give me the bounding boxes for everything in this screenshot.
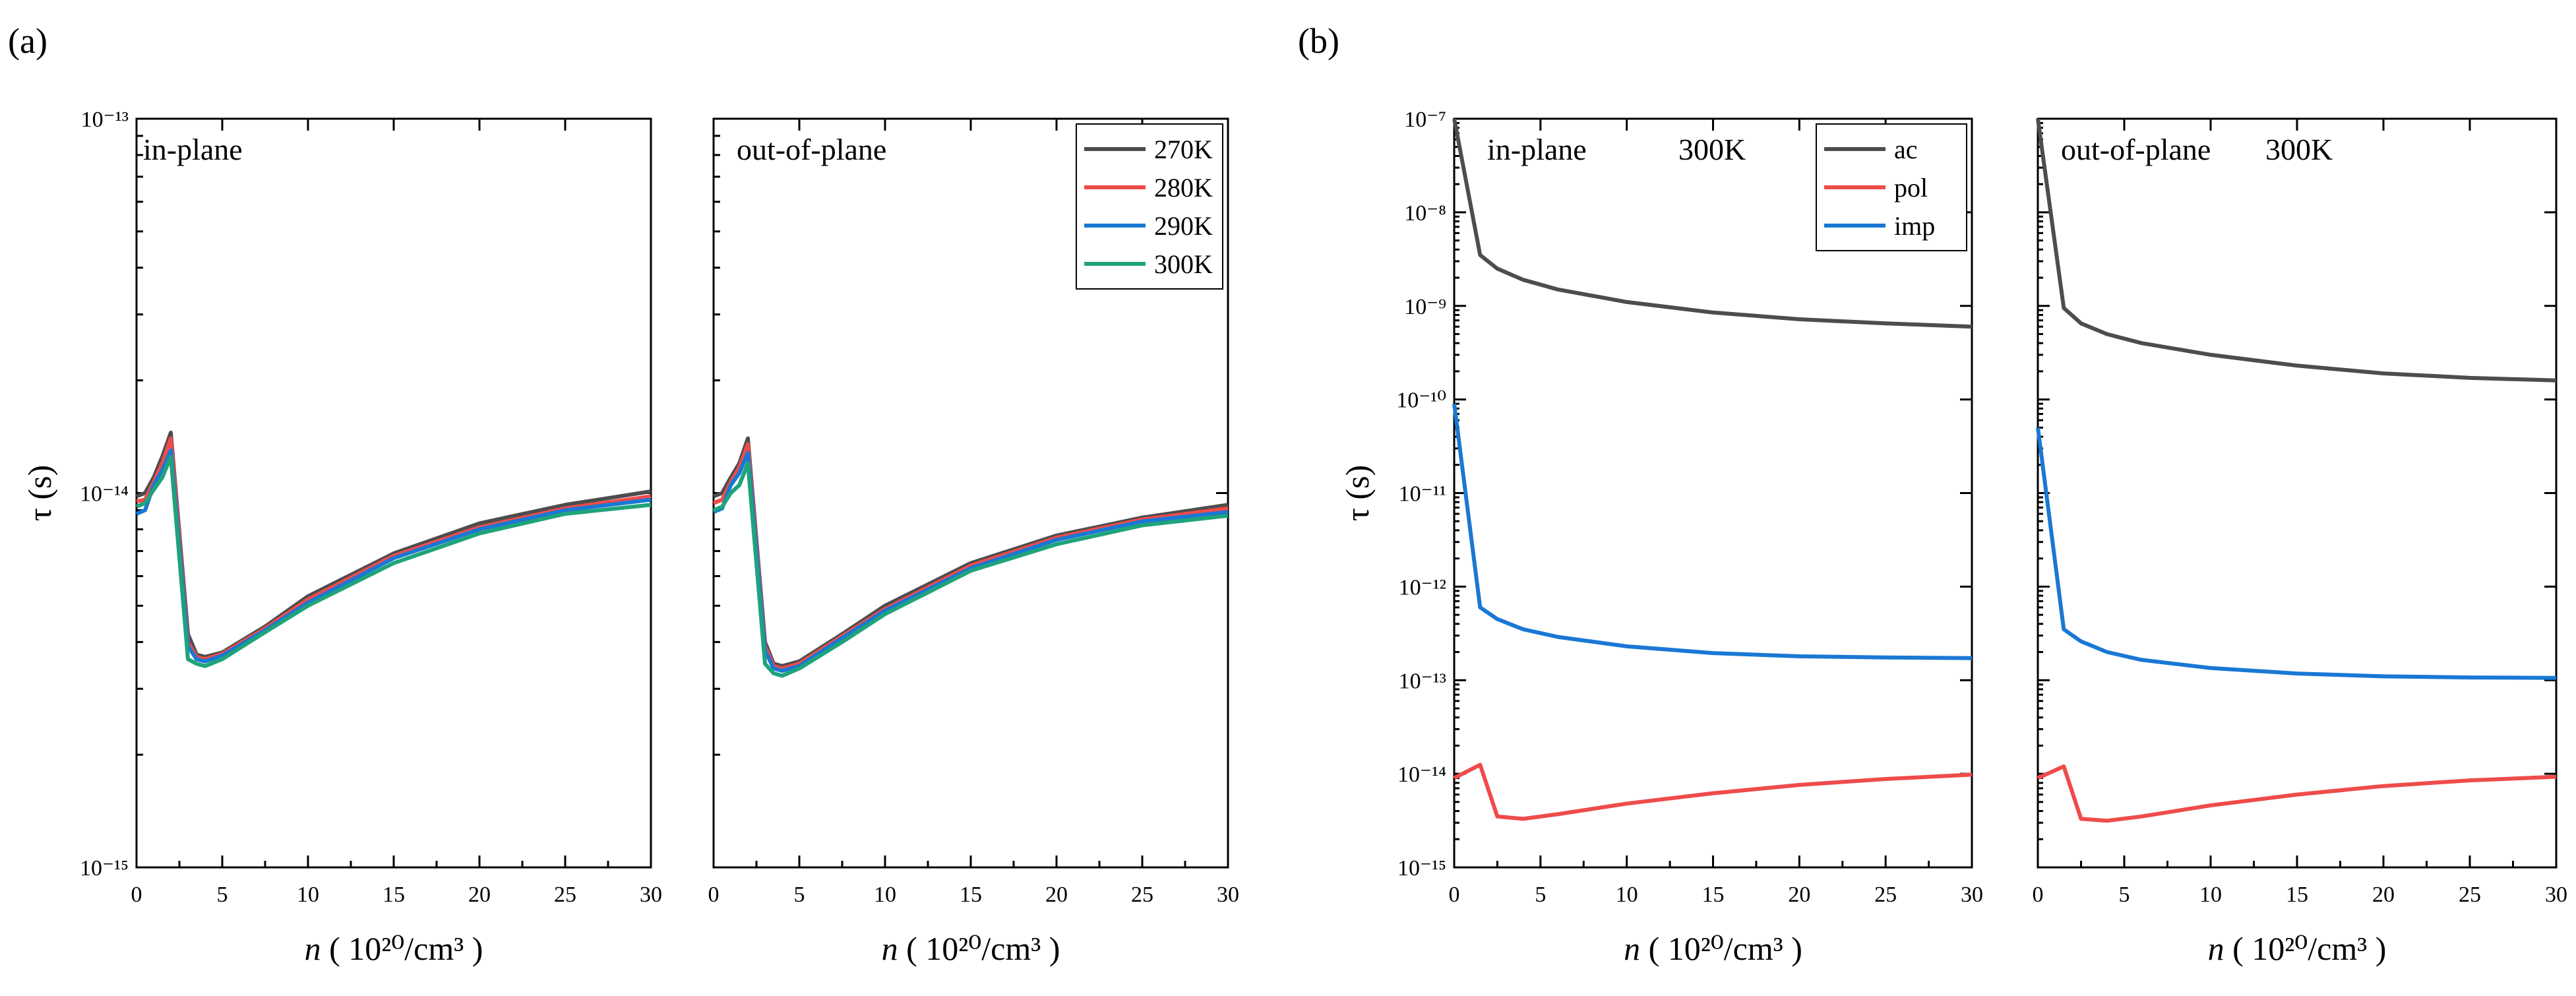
y-tick-label: 10⁻¹³ [81,108,129,132]
x-tick-label: 10 [874,883,896,907]
legend: 270K 280K 290K 300K [1076,123,1223,290]
x-tick-label: 5 [1535,883,1546,907]
series-290K [712,451,1229,673]
x-tick-label: 0 [2033,883,2044,907]
plot-frame [135,117,652,869]
series-270K [712,436,1229,668]
legend-label: 280K [1154,173,1213,202]
y-tick-label: 10⁻⁷ [1404,108,1446,132]
x-tick-label: 0 [1449,883,1460,907]
series-300K [712,461,1229,678]
legend: ac pol imp [1816,123,1967,251]
y-tick-label: 10⁻¹⁴ [1397,763,1446,787]
series-imp [1452,403,1973,660]
legend-label: imp [1894,211,1935,241]
series-imp [2036,427,2557,680]
y-tick-label: 10⁻¹⁵ [1397,856,1446,881]
x-tick-label: 10 [1616,883,1638,907]
subplot-3: 0 5 10 15 20 25 30 10⁻⁷ 10⁻⁸ 10⁻⁹ 10⁻¹⁰ 10⁻¹¹ 10⁻¹² 1… [1339,108,1983,967]
x-tick-label: 5 [2119,883,2130,907]
series-ac [2036,118,2557,383]
x-tick-label: 15 [2286,883,2308,907]
legend-label: 270K [1154,135,1213,164]
x-tick-label: 15 [383,883,405,907]
x-tick-label: 5 [794,883,805,907]
x-axis-label-units: ( 10²⁰/cm³ ) [329,930,483,967]
legend-label: 300K [1154,249,1213,279]
panel-label-a: (a) [8,21,47,61]
x-tick-label: 25 [2459,883,2481,907]
x-tick-label: 20 [2372,883,2395,907]
x-tick-label: 20 [1788,883,1810,907]
series-290K [135,448,652,664]
series-280K [712,442,1229,671]
series-pol [1453,763,1973,821]
x-tick-label: 10 [297,883,319,907]
x-tick-label: 15 [1702,883,1725,907]
x-tick-label: 25 [554,883,576,907]
series-270K [135,430,652,659]
series-pol [2037,764,2557,823]
y-tick-label: 10⁻¹⁴ [80,482,129,507]
x-axis-label-units: ( 10²⁰/cm³ ) [1649,930,1802,967]
x-axis-label-var: n [1624,930,1649,967]
series-280K [136,436,652,662]
legend-label: ac [1894,135,1918,164]
y-tick-label: 10⁻¹¹ [1399,482,1446,507]
legend-label: pol [1894,173,1928,202]
x-tick-label: 25 [1131,883,1153,907]
y-tick-label: 10⁻⁹ [1404,295,1446,319]
x-axis-label: n ( 10²⁰/cm³ ) [882,930,1060,967]
x-tick-label: 30 [2545,883,2567,907]
legend-box [1076,123,1223,290]
subplot-annotation: out-of-plane [2061,133,2211,166]
x-tick-label: 0 [708,883,720,907]
subplot-annotation: in-plane [143,133,243,166]
subplot-4: 0 5 10 15 20 25 30 n ( 10²⁰/cm³ ) out-of-plane 30… [2033,117,2567,967]
subplot-2: 0 5 10 15 20 25 30 n ( 10²⁰/cm³ ) out-of-plane 27… [708,117,1239,967]
x-tick-label: 10 [2199,883,2222,907]
subplot-1: 0 5 10 15 20 25 30 10⁻¹³ 10⁻¹⁴ 10⁻¹⁵ n ( 10²⁰/cm³ … [21,108,662,967]
y-tick-label: 10⁻¹² [1399,575,1446,600]
y-tick-label: 10⁻¹⁵ [80,856,129,881]
x-axis-label: n ( 10²⁰/cm³ ) [1624,930,1802,967]
x-tick-label: 25 [1874,883,1897,907]
x-tick-label: 15 [960,883,982,907]
x-axis-label-units: ( 10²⁰/cm³ ) [906,930,1060,967]
x-tick-label: 30 [1961,883,1983,907]
series-300K [135,454,652,668]
x-tick-label: 30 [1217,883,1239,907]
x-tick-label: 30 [640,883,662,907]
x-axis-label: n ( 10²⁰/cm³ ) [2208,930,2387,967]
legend-label: 290K [1154,211,1213,241]
x-tick-label: 5 [217,883,228,907]
y-tick-label: 10⁻¹⁰ [1396,389,1446,413]
subplot-annotation: out-of-plane [737,133,886,166]
y-tick-label: 10⁻⁸ [1404,201,1446,226]
panel-label-b: (b) [1298,21,1339,61]
x-axis-label-units: ( 10²⁰/cm³ ) [2232,930,2386,967]
x-tick-label: 20 [1045,883,1068,907]
x-axis-label-var: n [305,930,330,967]
x-axis-label: n ( 10²⁰/cm³ ) [305,930,483,967]
plot-frame [2037,117,2558,869]
x-tick-label: 20 [468,883,491,907]
plots-group: 0 5 10 15 20 25 30 10⁻¹³ 10⁻¹⁴ 10⁻¹⁵ n ( 10²⁰/cm³ … [21,108,2567,967]
y-axis-label: τ (s) [1339,465,1376,521]
x-tick-label: 0 [131,883,142,907]
series-ac [1452,118,1973,329]
subplot-annotation: in-plane [1487,133,1587,166]
temperature-annotation: 300K [2265,133,2333,166]
temperature-annotation: 300K [1678,133,1746,166]
y-axis-label: τ (s) [21,465,58,521]
x-axis-label-var: n [882,930,907,967]
x-axis-label-var: n [2208,930,2233,967]
y-tick-label: 10⁻¹³ [1399,669,1446,693]
